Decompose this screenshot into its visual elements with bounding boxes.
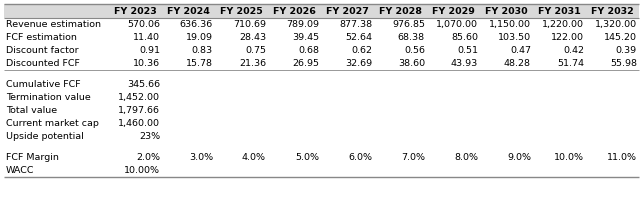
Text: 1,320.00: 1,320.00	[595, 20, 637, 29]
Text: 0.83: 0.83	[192, 46, 213, 55]
Text: FY 2025: FY 2025	[220, 7, 263, 15]
Text: FY 2029: FY 2029	[432, 7, 475, 15]
Text: 3.0%: 3.0%	[189, 153, 213, 162]
Text: 55.98: 55.98	[610, 59, 637, 68]
Text: 28.43: 28.43	[239, 33, 266, 42]
Text: 103.50: 103.50	[498, 33, 531, 42]
Text: 0.68: 0.68	[298, 46, 319, 55]
Text: 0.91: 0.91	[139, 46, 160, 55]
Text: 976.85: 976.85	[392, 20, 425, 29]
Text: 0.47: 0.47	[510, 46, 531, 55]
Text: 26.95: 26.95	[292, 59, 319, 68]
Text: 43.93: 43.93	[451, 59, 478, 68]
Text: 52.64: 52.64	[345, 33, 372, 42]
Text: 7.0%: 7.0%	[401, 153, 425, 162]
Text: 39.45: 39.45	[292, 33, 319, 42]
Text: 85.60: 85.60	[451, 33, 478, 42]
Text: 0.75: 0.75	[245, 46, 266, 55]
Text: Total value: Total value	[6, 106, 57, 115]
Text: 11.40: 11.40	[133, 33, 160, 42]
Text: Termination value: Termination value	[6, 93, 91, 102]
Text: FY 2023: FY 2023	[114, 7, 157, 15]
Text: 11.0%: 11.0%	[607, 153, 637, 162]
Text: 10.0%: 10.0%	[554, 153, 584, 162]
Text: 877.38: 877.38	[339, 20, 372, 29]
Text: 9.0%: 9.0%	[507, 153, 531, 162]
Text: Current market cap: Current market cap	[6, 119, 99, 128]
Text: FCF estimation: FCF estimation	[6, 33, 77, 42]
Text: 23%: 23%	[139, 132, 160, 141]
Text: WACC: WACC	[6, 166, 35, 175]
Text: 636.36: 636.36	[180, 20, 213, 29]
Text: 1,460.00: 1,460.00	[118, 119, 160, 128]
Text: Upside potential: Upside potential	[6, 132, 84, 141]
Text: 48.28: 48.28	[504, 59, 531, 68]
Text: 8.0%: 8.0%	[454, 153, 478, 162]
Text: 15.78: 15.78	[186, 59, 213, 68]
Text: 789.09: 789.09	[286, 20, 319, 29]
Text: FY 2024: FY 2024	[167, 7, 210, 15]
Text: 1,797.66: 1,797.66	[118, 106, 160, 115]
Text: 10.36: 10.36	[133, 59, 160, 68]
Text: 21.36: 21.36	[239, 59, 266, 68]
Text: 1,452.00: 1,452.00	[118, 93, 160, 102]
Text: 0.42: 0.42	[563, 46, 584, 55]
Text: FY 2030: FY 2030	[485, 7, 528, 15]
Text: Discounted FCF: Discounted FCF	[6, 59, 80, 68]
Text: 2.0%: 2.0%	[136, 153, 160, 162]
Text: 1,150.00: 1,150.00	[489, 20, 531, 29]
Text: Discount factor: Discount factor	[6, 46, 79, 55]
Text: FY 2028: FY 2028	[379, 7, 422, 15]
Bar	[4, 4, 639, 18]
Text: FCF Margin: FCF Margin	[6, 153, 59, 162]
Text: 0.39: 0.39	[616, 46, 637, 55]
Text: 1,220.00: 1,220.00	[542, 20, 584, 29]
Text: 0.62: 0.62	[351, 46, 372, 55]
Text: 0.56: 0.56	[404, 46, 425, 55]
Text: 51.74: 51.74	[557, 59, 584, 68]
Text: FY 2026: FY 2026	[273, 7, 316, 15]
Text: 6.0%: 6.0%	[348, 153, 372, 162]
Text: FY 2032: FY 2032	[591, 7, 634, 15]
Text: 5.0%: 5.0%	[295, 153, 319, 162]
Text: 1,070.00: 1,070.00	[436, 20, 478, 29]
Text: 32.69: 32.69	[345, 59, 372, 68]
Text: 19.09: 19.09	[186, 33, 213, 42]
Text: Revenue estimation: Revenue estimation	[6, 20, 101, 29]
Text: 10.00%: 10.00%	[124, 166, 160, 175]
Text: 0.51: 0.51	[457, 46, 478, 55]
Text: Cumulative FCF: Cumulative FCF	[6, 80, 81, 89]
Text: 145.20: 145.20	[604, 33, 637, 42]
Text: 38.60: 38.60	[398, 59, 425, 68]
Text: FY 2027: FY 2027	[326, 7, 369, 15]
Text: 570.06: 570.06	[127, 20, 160, 29]
Text: 122.00: 122.00	[551, 33, 584, 42]
Text: 68.38: 68.38	[398, 33, 425, 42]
Text: 345.66: 345.66	[127, 80, 160, 89]
Text: FY 2031: FY 2031	[538, 7, 581, 15]
Text: 710.69: 710.69	[233, 20, 266, 29]
Text: 4.0%: 4.0%	[242, 153, 266, 162]
